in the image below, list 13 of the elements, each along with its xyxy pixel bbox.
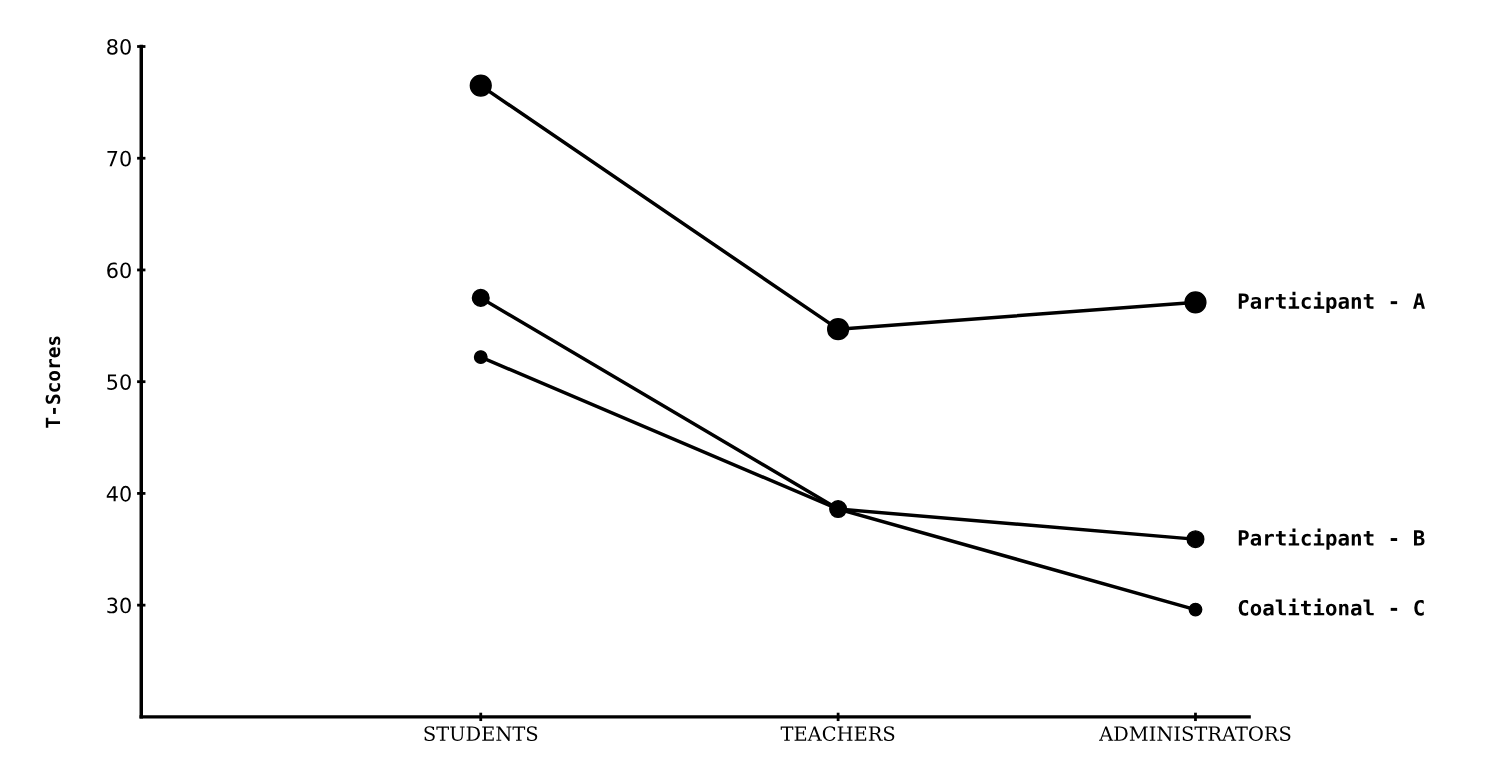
y-tick-label: 80 <box>107 38 131 55</box>
series-label: Participant - B <box>1238 528 1425 550</box>
x-tick-label: TEACHERS <box>780 726 895 741</box>
y-axis-title: T-Scores <box>45 336 61 428</box>
y-tick-label: 30 <box>107 597 131 614</box>
x-tick-label: STUDENTS <box>424 726 538 741</box>
series-label: Coalitional - C <box>1238 598 1424 616</box>
y-tick-label: 60 <box>107 262 131 279</box>
y-tick-label: 70 <box>107 150 131 167</box>
y-tick-label: 40 <box>106 485 131 502</box>
series-label: Participant - A <box>1238 291 1425 313</box>
x-tick-label: ADMINISTRATORS <box>1099 726 1291 741</box>
y-tick-label: 50 <box>107 374 131 390</box>
